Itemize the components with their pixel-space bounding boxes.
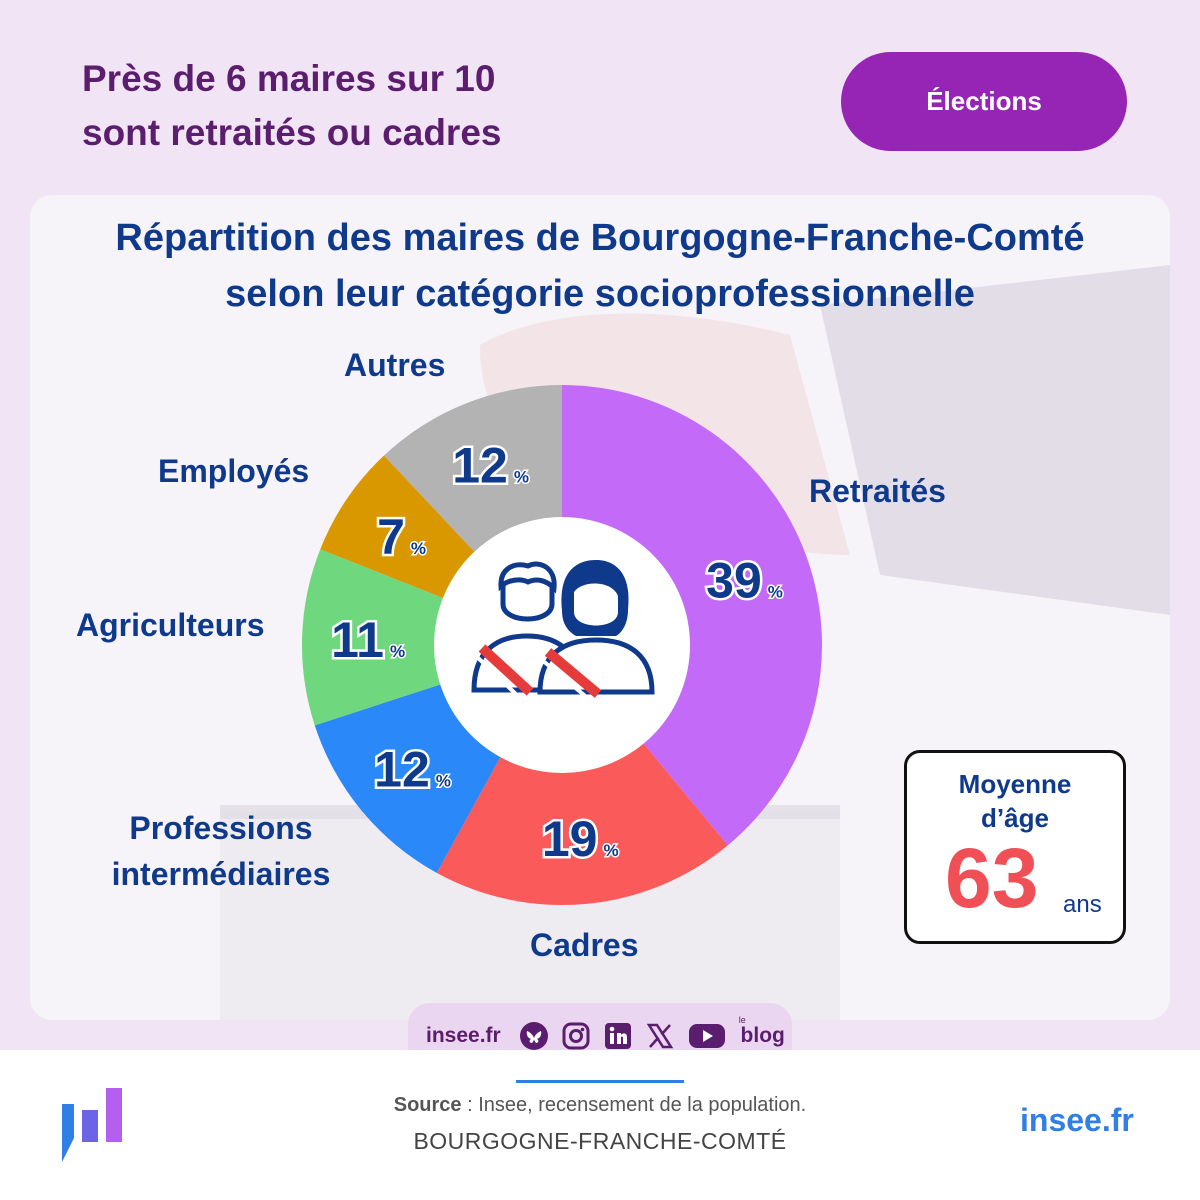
slice-value: 12 xyxy=(452,438,508,494)
average-age-label: Moyenne d’âge xyxy=(907,767,1123,835)
slice-unit: % xyxy=(514,468,529,487)
bluesky-icon[interactable] xyxy=(519,1021,549,1051)
x-icon[interactable] xyxy=(645,1021,675,1051)
slice-unit: % xyxy=(768,582,783,601)
average-age-unit: ans xyxy=(1063,891,1102,919)
label-professions-line-2: intermédiaires xyxy=(96,851,346,897)
source-detail: : Insee, recensement de la population. xyxy=(462,1094,807,1116)
label-agriculteurs: Agriculteurs xyxy=(76,602,264,648)
slice-unit: % xyxy=(604,841,619,860)
linkedin-icon[interactable] xyxy=(603,1021,633,1051)
slice-unit: % xyxy=(436,772,451,791)
blog-small-text: le xyxy=(739,1015,746,1025)
average-age-label-line-1: Moyenne xyxy=(907,767,1123,801)
footer-divider xyxy=(516,1080,684,1083)
slice-value: 12 xyxy=(374,742,430,798)
slice-unit: % xyxy=(411,539,426,558)
label-employes: Employés xyxy=(158,448,309,494)
average-age-label-line-2: d’âge xyxy=(907,801,1123,835)
footer: Source : Insee, recensement de la popula… xyxy=(0,1050,1200,1200)
blog-text: blog xyxy=(741,1024,785,1048)
slice-value: 7 xyxy=(377,509,405,565)
slice-unit: % xyxy=(390,642,405,661)
slice-value: 39 xyxy=(706,552,762,608)
blog-icon[interactable]: le blog xyxy=(739,1021,787,1051)
slice-value: 11 xyxy=(331,612,384,668)
source-label: Source xyxy=(394,1094,462,1116)
footer-site-link[interactable]: insee.fr xyxy=(1020,1102,1134,1139)
social-site-link[interactable]: insee.fr xyxy=(426,1024,501,1048)
average-age-value: 63 xyxy=(945,833,1038,923)
label-autres: Autres xyxy=(344,342,445,388)
label-cadres: Cadres xyxy=(530,922,639,968)
label-retraites: Retraités xyxy=(809,468,946,514)
label-professions-intermediaires: Professions intermédiaires xyxy=(96,805,346,897)
label-professions-line-1: Professions xyxy=(96,805,346,851)
youtube-icon[interactable] xyxy=(687,1021,727,1051)
instagram-icon[interactable] xyxy=(561,1021,591,1051)
slice-value: 19 xyxy=(542,811,598,867)
average-age-box: Moyenne d’âge 63 ans xyxy=(904,750,1126,944)
